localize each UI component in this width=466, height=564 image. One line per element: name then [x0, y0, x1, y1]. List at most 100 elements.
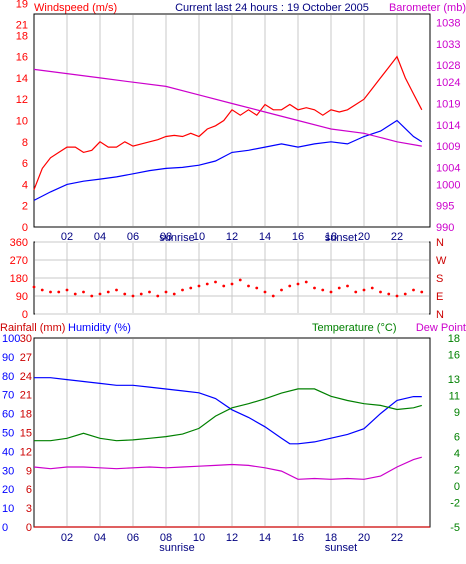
direction-point — [222, 284, 226, 288]
direction-point — [189, 286, 193, 290]
x-tick-label-top: 22 — [391, 231, 403, 243]
direction-point — [90, 294, 94, 298]
y-tick-label-windspeed: 21 — [16, 20, 28, 32]
y-tick-label-temperature: 13 — [448, 374, 460, 386]
y-tick-label-temperature: -2 — [450, 497, 460, 509]
y-tick-label-temperature: 2 — [454, 464, 460, 476]
direction-point — [412, 288, 415, 292]
direction-point — [115, 288, 118, 292]
y-tick-label-barometer: 1000 — [436, 179, 460, 191]
y-tick-label-barometer: 990 — [436, 222, 454, 234]
x-tick-label-bottom: 16 — [292, 532, 304, 544]
tick-label-layer: 0202040406060808101012121414161618182020… — [2, 0, 460, 544]
direction-point — [255, 286, 259, 290]
direction-point — [304, 280, 308, 284]
y-tick-label-humidity: 20 — [2, 484, 14, 496]
header-temperature: Temperature (°C) — [312, 322, 396, 334]
y-tick-label-humidity: 10 — [2, 503, 14, 515]
y-tick-label-temperature: -5 — [450, 522, 460, 534]
direction-point — [354, 290, 358, 294]
y-tick-label-windspeed: 4 — [22, 179, 28, 191]
y-tick-label-rainfall: 27 — [20, 352, 32, 364]
series-layer — [32, 55, 430, 528]
y-tick-label-temperature: 4 — [454, 448, 460, 460]
x-tick-label-top: 10 — [193, 231, 205, 243]
compass-label: N — [436, 237, 444, 249]
x-tick-label-top: 06 — [127, 231, 139, 243]
header-barometer: Barometer (mb) — [389, 2, 466, 14]
direction-point — [98, 292, 102, 296]
x-tick-label-bottom: 20 — [358, 532, 370, 544]
y-tick-label-windspeed: 14 — [16, 73, 28, 85]
direction-point — [263, 290, 267, 294]
y-tick-label-temperature: 6 — [454, 432, 460, 444]
x-tick-label-top: 12 — [226, 231, 238, 243]
header-current: Current last 24 hours : 19 October 2005 — [175, 2, 369, 14]
grid-layer — [35, 15, 429, 526]
y-tick-label-rainfall: 3 — [26, 503, 32, 515]
compass-label: N — [436, 309, 444, 321]
x-tick-label-top: 04 — [94, 231, 106, 243]
x-tick-label-top: 02 — [61, 231, 73, 243]
sunrise-label-top: sunrise — [159, 232, 194, 244]
x-tick-label-bottom: 06 — [127, 532, 139, 544]
compass-label: S — [436, 273, 443, 285]
y-tick-label-temperature: 0 — [454, 481, 460, 493]
series-line-blue — [33, 119, 423, 201]
y-tick-label-barometer: 1033 — [436, 39, 460, 51]
series-line-magenta — [33, 456, 422, 480]
y-tick-label-windspeed: 12 — [16, 94, 28, 106]
x-tick-label-bottom: 12 — [226, 532, 238, 544]
y-tick-label-rainfall: 21 — [20, 390, 32, 402]
direction-point — [106, 290, 110, 294]
x-tick-label-bottom: 04 — [94, 532, 106, 544]
y-tick-label-barometer: 1004 — [436, 162, 460, 174]
x-tick-label-top: 16 — [292, 231, 304, 243]
y-tick-label-barometer: 1038 — [436, 18, 460, 30]
direction-point — [73, 292, 77, 296]
sunset-label-bottom: sunset — [325, 542, 357, 554]
y-tick-label-humidity: 40 — [2, 446, 14, 458]
y-tick-label-humidity: 70 — [2, 390, 14, 402]
direction-point — [420, 290, 424, 294]
x-tick-label-bottom: 08 — [160, 532, 172, 544]
direction-point — [247, 284, 250, 288]
y-tick-label-rainfall: 15 — [20, 428, 32, 440]
direction-point — [346, 284, 349, 288]
header-humidity: Humidity (%) — [68, 322, 131, 334]
y-tick-label-windspeed: 0 — [22, 222, 28, 234]
direction-point — [82, 290, 85, 294]
y-tick-label-barometer: 1028 — [436, 60, 460, 72]
direction-point — [313, 286, 316, 290]
direction-point — [197, 284, 201, 288]
x-tick-label-bottom: 10 — [193, 532, 205, 544]
x-tick-label-top: 20 — [358, 231, 370, 243]
direction-point — [288, 284, 292, 288]
y-tick-label-windspeed: 2 — [22, 201, 28, 213]
direction-point — [214, 280, 217, 284]
x-tick-label-bottom: 18 — [325, 532, 337, 544]
direction-point — [172, 292, 176, 296]
direction-point — [40, 288, 44, 292]
direction-point — [32, 285, 36, 289]
y-tick-label-humidity: 30 — [2, 465, 14, 477]
series-line-magenta — [33, 68, 422, 147]
y-tick-label-barometer: 995 — [436, 201, 454, 213]
y-tick-label-temperature: 16 — [448, 349, 460, 361]
header-windspeed: Windspeed (m/s) — [34, 2, 117, 14]
y-tick-label-windspeed: 18 — [16, 30, 28, 42]
direction-point — [337, 286, 341, 290]
direction-point — [280, 288, 283, 292]
y-tick-label-temperature: 11 — [449, 391, 460, 403]
y-tick-label-humidity: 100 — [2, 333, 20, 345]
compass-label: W — [436, 255, 447, 267]
direction-point — [370, 286, 374, 290]
direction-point — [238, 278, 242, 282]
direction-point — [65, 288, 69, 292]
direction-point — [164, 290, 168, 294]
direction-point — [329, 290, 333, 294]
direction-point — [123, 292, 127, 296]
